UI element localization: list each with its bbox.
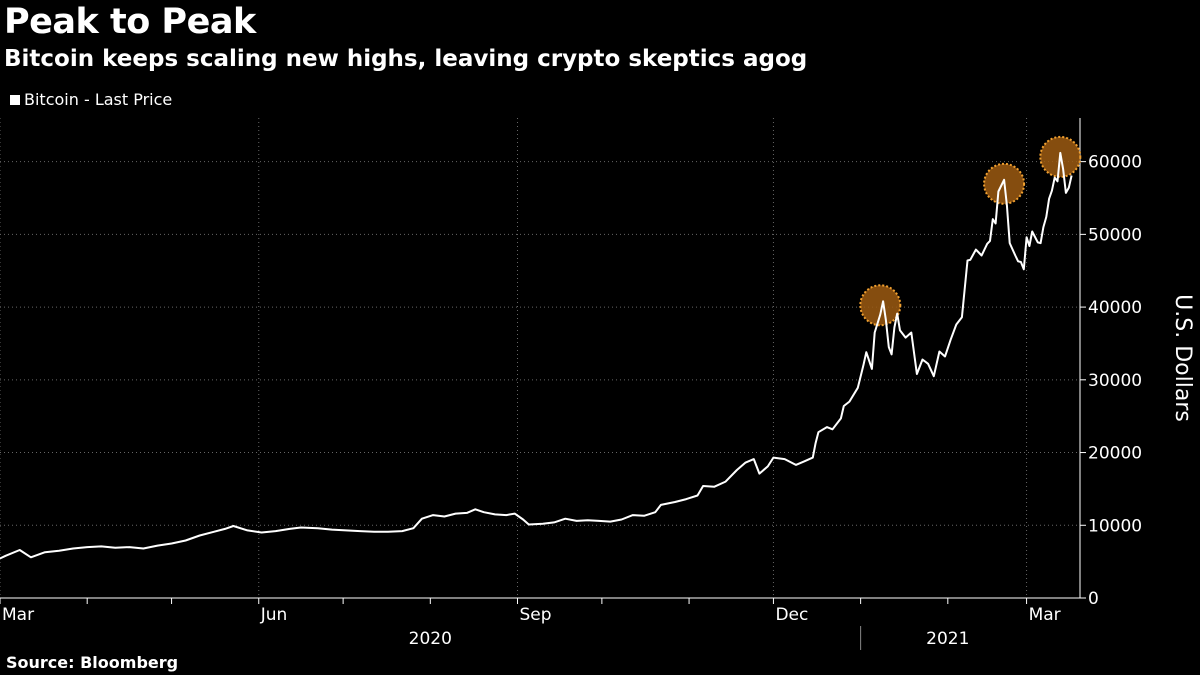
x-tick-label: Mar	[1029, 605, 1061, 625]
chart-legend: Bitcoin - Last Price	[10, 90, 172, 109]
x-tick-label: Jun	[260, 605, 288, 625]
peak-highlight-circle	[859, 284, 902, 327]
y-axis-label: U.S. Dollars	[1170, 294, 1195, 422]
y-tick-label: 20000	[1088, 444, 1142, 464]
year-label: 2020	[409, 629, 452, 649]
x-tick-label: Mar	[2, 605, 34, 625]
y-tick-label: 30000	[1088, 371, 1142, 391]
legend-swatch	[10, 94, 20, 105]
legend-label: Bitcoin - Last Price	[24, 90, 173, 109]
x-tick-label: Sep	[520, 605, 552, 625]
x-tick-label: Dec	[775, 605, 808, 625]
chart-title: Peak to Peak	[4, 2, 256, 42]
year-label: 2021	[926, 629, 969, 649]
chart-subtitle: Bitcoin keeps scaling new highs, leaving…	[4, 46, 808, 72]
series-line-bitcoin	[0, 151, 1073, 560]
source-note: Source: Bloomberg	[6, 653, 179, 672]
y-tick-label: 60000	[1088, 153, 1142, 173]
y-tick-label: 10000	[1088, 516, 1142, 536]
y-tick-label: 50000	[1088, 225, 1142, 245]
y-tick-label: 0	[1088, 589, 1099, 609]
y-tick-label: 40000	[1088, 298, 1142, 318]
